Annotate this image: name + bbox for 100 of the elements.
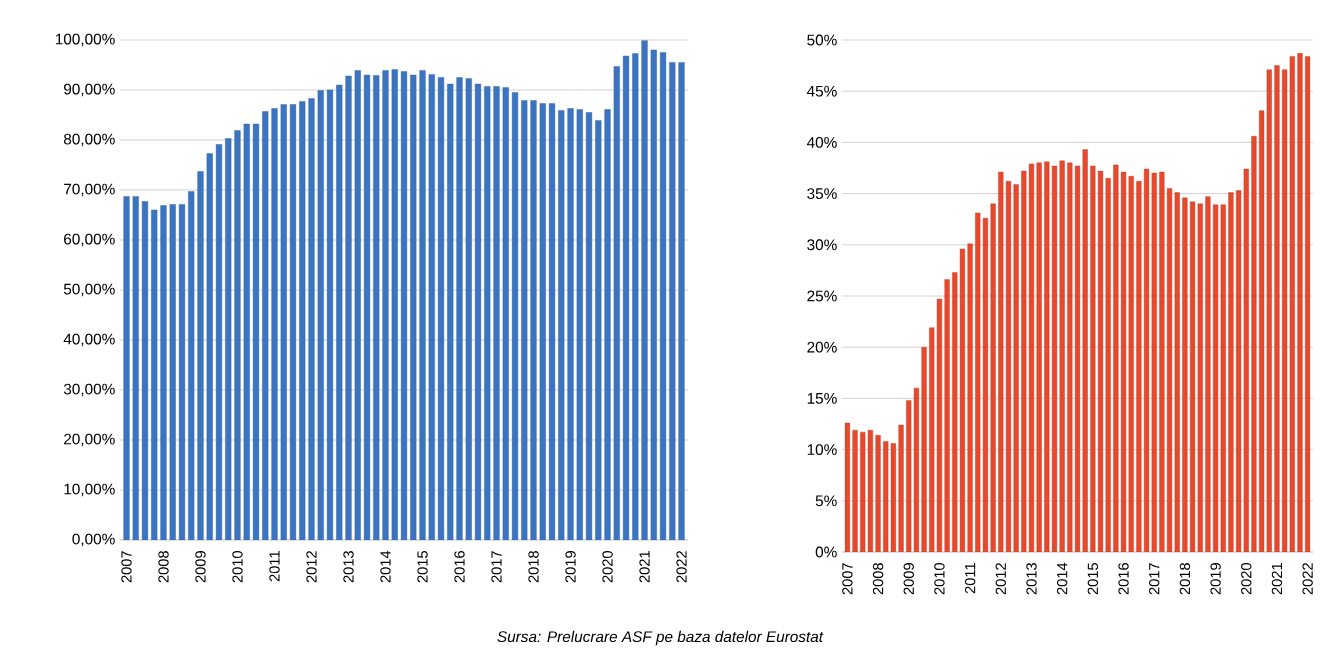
y-tick-label: 0,00% (72, 533, 115, 547)
bar (289, 104, 297, 540)
y-tick-label: 40% (806, 136, 837, 148)
bar (1159, 171, 1165, 552)
x-tick-label: 2011 (964, 563, 976, 594)
bar (1113, 164, 1119, 552)
bar (1182, 197, 1188, 552)
bar (585, 112, 593, 540)
bar (400, 71, 408, 540)
bar (336, 84, 343, 540)
y-tick-label: 90,00% (64, 83, 115, 97)
x-tick-label: 2020 (602, 550, 613, 583)
x-tick-label: 2008 (872, 563, 884, 595)
text: Sursa: Prelucrare ASF pe baza datelor Eurostat (497, 630, 824, 646)
bar (622, 55, 630, 540)
y-tick-label: 50,00% (63, 283, 115, 297)
bar (511, 92, 519, 540)
x-tick-label: 2016 (454, 551, 465, 583)
bar (1205, 196, 1211, 552)
bar (354, 70, 361, 540)
bar (197, 171, 204, 540)
x-tick-label: 2020 (1241, 562, 1252, 595)
bar (521, 100, 528, 540)
bar (169, 204, 176, 540)
y-tick-label: 50% (807, 34, 837, 46)
y-tick-label: 0% (815, 546, 837, 558)
bar (852, 429, 858, 552)
bar (363, 74, 371, 540)
y-tick-label: 20,00% (64, 433, 115, 447)
y-tick-label: 60,00% (64, 233, 115, 247)
bar (271, 108, 278, 540)
y-tick-label: 5% (815, 495, 837, 507)
bar (558, 110, 565, 540)
x-tick-label: 2009 (903, 563, 914, 595)
bar (299, 101, 306, 540)
bar (437, 77, 445, 540)
bar (1228, 192, 1234, 552)
bar (215, 144, 223, 540)
x-tick-label: 2013 (343, 551, 354, 583)
bar (650, 49, 657, 540)
bar (262, 111, 269, 540)
bar (206, 153, 213, 540)
bar (308, 98, 315, 540)
bar (548, 103, 556, 540)
bar (484, 86, 491, 540)
y-tick-label: 15% (807, 392, 837, 404)
bar (178, 204, 186, 540)
bar (921, 346, 927, 552)
bar (243, 123, 250, 540)
bar (632, 53, 639, 540)
x-tick-label: 2017 (491, 551, 502, 583)
bar (493, 86, 500, 540)
y-tick-label: 25% (807, 290, 837, 302)
x-tick-label: 2015 (1087, 563, 1099, 595)
bar (326, 89, 334, 540)
bar (1305, 56, 1311, 552)
bar (659, 52, 667, 540)
bar (252, 123, 260, 540)
bar (669, 62, 676, 540)
x-tick-label: 2012 (995, 563, 1006, 595)
x-tick-label: 2007 (842, 563, 853, 595)
bar (141, 201, 149, 540)
bar (595, 120, 602, 540)
x-tick-label: 2013 (1026, 563, 1037, 595)
bar (604, 109, 611, 540)
bar (410, 74, 417, 540)
x-tick-label: 2008 (158, 551, 169, 583)
bar (613, 66, 620, 540)
bar (382, 70, 389, 540)
bar (502, 87, 509, 540)
y-tick-label: 70,00% (64, 183, 115, 197)
y-tick-label: 45% (806, 85, 837, 97)
x-tick-label: 2014 (1056, 562, 1068, 595)
bar (132, 196, 139, 540)
bar (1136, 181, 1142, 552)
bar (447, 83, 454, 540)
bar (678, 62, 685, 540)
y-tick-label: 100,00% (55, 33, 115, 47)
x-tick-label: 2022 (676, 551, 687, 583)
x-tick-label: 2019 (1210, 563, 1221, 595)
x-tick-label: 2018 (528, 551, 539, 583)
bar (990, 203, 996, 552)
bar (567, 108, 574, 540)
bar (151, 209, 158, 540)
x-tick-label: 2015 (417, 551, 428, 583)
y-tick-label: 30,00% (63, 383, 115, 397)
bar (641, 40, 648, 540)
bar (1251, 136, 1257, 552)
x-tick-label: 2007 (121, 551, 132, 583)
x-tick-label: 2017 (1149, 563, 1160, 595)
y-tick-label: 40,00% (63, 333, 115, 347)
bar (419, 70, 426, 540)
bar (1013, 184, 1019, 552)
bar (967, 243, 973, 552)
bar (844, 422, 850, 552)
y-tick-label: 35% (807, 188, 837, 200)
y-tick-label: 10,00% (64, 483, 115, 497)
bar (160, 205, 167, 540)
y-tick-label: 10% (807, 444, 837, 456)
x-tick-label: 2022 (1302, 563, 1313, 595)
